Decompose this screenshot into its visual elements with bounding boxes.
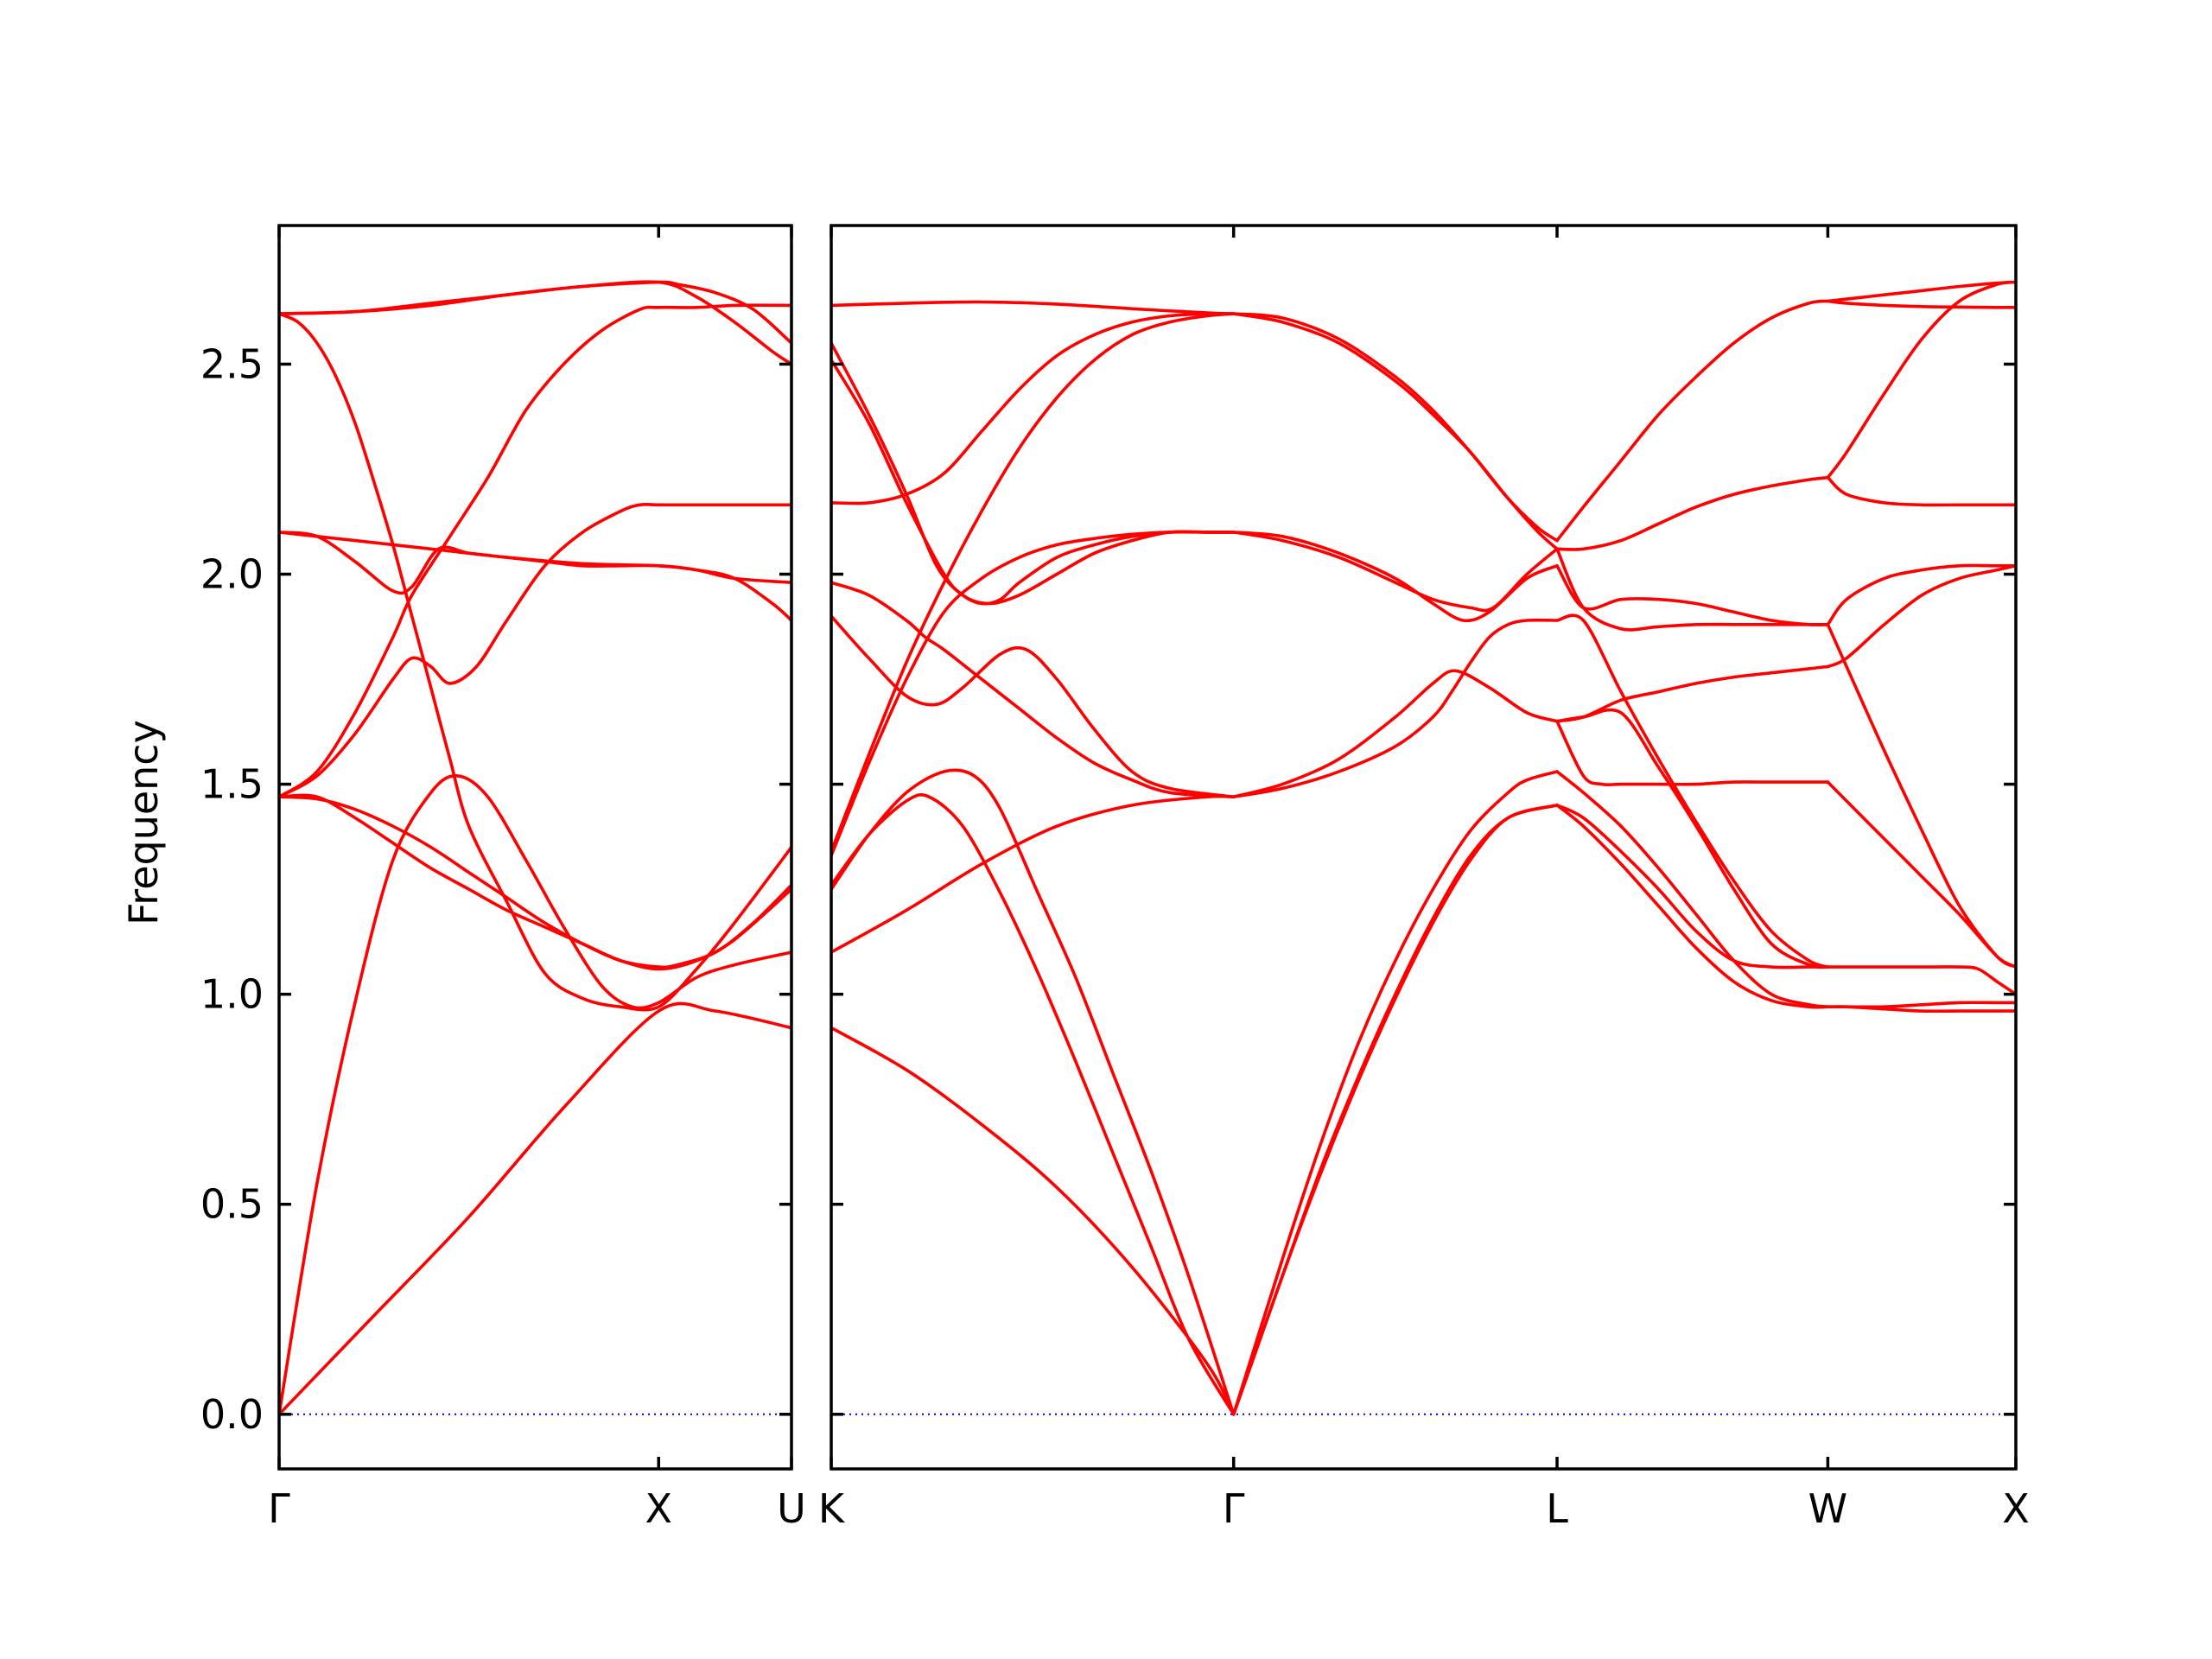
right-band-line-16	[1231, 618, 1559, 798]
left-frame	[277, 224, 793, 1471]
left-band-line-6	[279, 531, 791, 584]
left-band-line-4	[279, 793, 791, 971]
right-band-line-10	[831, 312, 1236, 854]
right-xtick-label-2: L	[1546, 1485, 1568, 1532]
right-band-line-3	[831, 768, 1236, 1416]
right-band-line-39	[1826, 563, 2016, 626]
right-band-line-6	[831, 614, 1236, 798]
left-band-line-8	[279, 312, 791, 1012]
left-band-line-5	[279, 502, 791, 798]
right-band-line-4	[831, 794, 1236, 954]
left-bands	[279, 280, 791, 1416]
ytick-label-4: 2.0	[200, 551, 264, 598]
right-bands	[831, 280, 2016, 1416]
right-xtick-label-4: X	[2002, 1485, 2030, 1532]
right-band-line-24	[1555, 804, 1830, 969]
right-band-line-30	[1555, 664, 1830, 723]
right-xtick-label-1: Γ	[1223, 1485, 1245, 1532]
right-band-line-19	[1231, 531, 1559, 613]
left-band-line-2	[279, 774, 791, 1416]
right-band-line-11	[831, 312, 1236, 505]
right-band-line-5	[831, 581, 1236, 798]
right-band-line-13	[1231, 770, 1559, 1416]
right-band-line-9	[831, 341, 1236, 606]
right-band-line-40	[1826, 475, 2016, 507]
right-band-line-15	[1231, 804, 1559, 1416]
left-band-line-9	[279, 303, 791, 798]
left-band-line-1	[279, 1001, 791, 1416]
right-band-line-27	[1555, 719, 1830, 787]
left-panel: 0.0 0.5 1.0 1.5 2.0 2.5 Γ X U	[200, 224, 806, 1532]
ytick-label-3: 1.5	[200, 761, 264, 808]
ytick-label-0: 0.0	[200, 1391, 264, 1438]
left-band-line-11	[279, 280, 791, 366]
right-band-line-17	[1231, 669, 1559, 798]
right-band-line-23	[1555, 804, 1830, 1009]
right-band-line-34	[1826, 965, 2016, 996]
y-axis-label: Frequency	[120, 720, 167, 925]
right-band-line-22	[1555, 770, 1830, 1008]
right-band-line-29	[1555, 547, 1830, 632]
right-frame	[830, 224, 2018, 1471]
right-band-line-25	[1555, 708, 1830, 969]
right-band-line-38	[1826, 564, 2016, 669]
left-xtick-label-1: X	[645, 1485, 673, 1532]
left-xtick-label-0: Γ	[268, 1485, 290, 1532]
right-band-line-20	[1231, 312, 1559, 551]
right-band-line-42	[1826, 299, 2016, 309]
right-band-line-43	[1826, 280, 2016, 303]
right-band-line-2	[831, 793, 1236, 1416]
right-band-line-1	[831, 1026, 1236, 1416]
right-xtick-label-3: W	[1808, 1485, 1847, 1532]
left-band-line-7	[279, 531, 791, 622]
right-band-line-31	[1555, 475, 1830, 551]
right-band-line-26	[1555, 613, 1830, 969]
right-band-line-21	[1231, 312, 1559, 543]
ytick-label-1: 0.5	[200, 1181, 264, 1228]
right-band-line-37	[1826, 623, 2016, 969]
right-band-line-12	[831, 300, 1236, 315]
ytick-label-2: 1.0	[200, 971, 264, 1018]
ytick-label-5: 2.5	[200, 340, 264, 387]
left-xtick-label-2: U	[777, 1485, 806, 1532]
right-band-line-32	[1555, 299, 1830, 543]
right-xtick-label-0: K	[818, 1485, 846, 1532]
right-band-line-35	[1826, 1005, 2016, 1014]
